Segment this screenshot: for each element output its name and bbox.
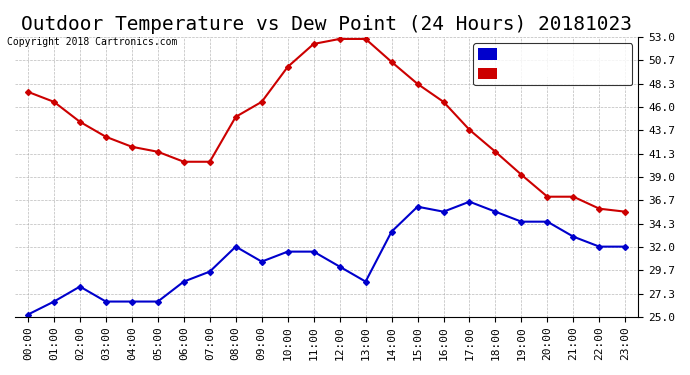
Legend: Dew Point (°F), Temperature (°F): Dew Point (°F), Temperature (°F) [473,43,632,86]
Title: Outdoor Temperature vs Dew Point (24 Hours) 20181023: Outdoor Temperature vs Dew Point (24 Hou… [21,15,632,34]
Text: Copyright 2018 Cartronics.com: Copyright 2018 Cartronics.com [7,37,177,47]
